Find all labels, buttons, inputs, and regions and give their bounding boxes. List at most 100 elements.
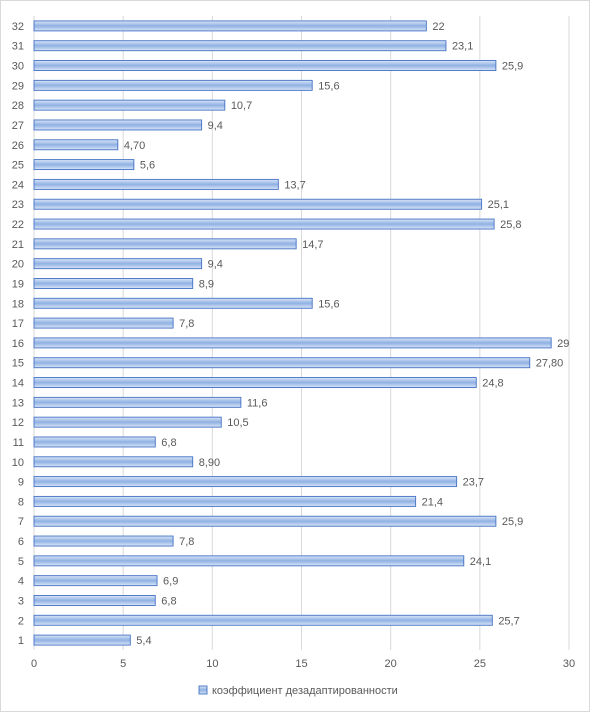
bar-1 <box>33 634 131 646</box>
bar-31 <box>33 40 447 52</box>
y-tick-label-30: 30 <box>12 61 24 73</box>
data-label-5: 24,1 <box>470 556 491 568</box>
data-label-20: 9,4 <box>208 259 223 271</box>
y-tick-label-5: 5 <box>18 556 24 568</box>
y-tick-label-9: 9 <box>18 477 24 489</box>
data-label-17: 7,8 <box>179 318 194 330</box>
data-label-9: 23,7 <box>463 477 484 489</box>
bar-18 <box>33 297 313 309</box>
y-tick-label-19: 19 <box>12 278 24 290</box>
y-tick-label-3: 3 <box>18 595 24 607</box>
bar-14 <box>33 377 477 388</box>
data-label-11: 6,8 <box>161 437 176 449</box>
x-tick-label: 20 <box>385 658 397 670</box>
data-label-30: 25,9 <box>502 61 523 73</box>
bar-7 <box>33 515 497 527</box>
legend: коэффициент дезадаптированности <box>198 685 398 697</box>
y-tick-label-13: 13 <box>12 397 24 409</box>
data-label-8: 21,4 <box>422 496 443 508</box>
data-label-27: 9,4 <box>208 120 223 132</box>
data-label-19: 8,9 <box>199 278 214 290</box>
bar-29 <box>33 79 313 91</box>
bar-23 <box>33 198 483 210</box>
bar-9 <box>33 476 458 488</box>
data-label-2: 25,7 <box>498 615 519 627</box>
y-tick-label-31: 31 <box>12 41 24 53</box>
x-tick-label: 5 <box>120 658 126 670</box>
data-label-26: 4,70 <box>124 140 145 152</box>
bar-25 <box>33 159 135 171</box>
bar-22 <box>33 218 495 230</box>
bars <box>33 20 552 646</box>
data-label-14: 24,8 <box>482 378 503 390</box>
y-tick-label-23: 23 <box>12 199 24 211</box>
x-tick-label: 25 <box>474 658 486 670</box>
y-tick-label-14: 14 <box>12 378 24 390</box>
y-tick-label-15: 15 <box>12 358 24 370</box>
data-label-18: 15,6 <box>318 298 339 310</box>
data-label-16: 29 <box>557 338 569 350</box>
bar-2 <box>33 614 493 626</box>
bar-24 <box>33 178 279 190</box>
y-tick-label-6: 6 <box>18 536 24 548</box>
data-label-32: 22 <box>432 21 444 33</box>
bar-8 <box>33 495 417 507</box>
data-label-12: 10,5 <box>227 417 248 429</box>
y-tick-label-32: 32 <box>12 21 24 33</box>
bar-27 <box>33 119 203 131</box>
y-tick-label-16: 16 <box>12 338 24 350</box>
y-tick-label-26: 26 <box>12 140 24 152</box>
x-tick-label: 10 <box>206 658 218 670</box>
data-labels: 5,4 25,7 6,8 6,9 24,1 7,8 25,9 21,4 23,7 8,90 6,8 1… <box>124 21 570 647</box>
bar-3 <box>33 595 156 606</box>
data-label-15: 27,80 <box>536 358 564 370</box>
bar-13 <box>33 396 242 408</box>
bar-4 <box>33 575 158 587</box>
y-tick-label-21: 21 <box>12 239 24 251</box>
y-tick-label-4: 4 <box>18 576 24 588</box>
y-tick-label-28: 28 <box>12 100 24 112</box>
bar-12 <box>33 416 222 428</box>
data-label-3: 6,8 <box>161 595 176 607</box>
y-tick-label-22: 22 <box>12 219 24 231</box>
y-tick-label-10: 10 <box>12 457 24 469</box>
y-tick-label-29: 29 <box>12 80 24 92</box>
data-label-10: 8,90 <box>199 457 220 469</box>
bar-5 <box>33 555 465 567</box>
bar-32 <box>33 20 427 32</box>
data-label-29: 15,6 <box>318 80 339 92</box>
data-label-28: 10,7 <box>231 100 252 112</box>
y-tick-label-1: 1 <box>18 635 24 647</box>
bar-30 <box>33 60 497 71</box>
y-tick-label-12: 12 <box>12 417 24 429</box>
bar-28 <box>33 99 226 111</box>
x-tick-label: 0 <box>31 658 37 670</box>
y-tick-label-27: 27 <box>12 120 24 132</box>
y-tick-labels: 1234567891011121314151617181920212223242… <box>12 21 24 647</box>
legend-swatch <box>198 685 208 695</box>
bar-16 <box>33 337 552 349</box>
data-label-25: 5,6 <box>140 160 155 172</box>
y-tick-label-25: 25 <box>12 160 24 172</box>
bar-15 <box>33 357 531 369</box>
data-label-22: 25,8 <box>500 219 521 231</box>
x-tick-labels: 0 5 10 15 20 25 30 <box>31 658 575 670</box>
y-tick-label-20: 20 <box>12 259 24 271</box>
x-tick-label: 30 <box>563 658 575 670</box>
data-label-6: 7,8 <box>179 536 194 548</box>
data-label-21: 14,7 <box>302 239 323 251</box>
y-tick-label-18: 18 <box>12 298 24 310</box>
bar-11 <box>33 436 156 448</box>
bar-26 <box>33 139 119 151</box>
y-tick-label-8: 8 <box>18 496 24 508</box>
data-label-1: 5,4 <box>136 635 151 647</box>
bar-17 <box>33 317 174 329</box>
bar-21 <box>33 238 297 250</box>
y-tick-label-2: 2 <box>18 615 24 627</box>
data-label-7: 25,9 <box>502 516 523 528</box>
y-tick-label-7: 7 <box>18 516 24 528</box>
bar-6 <box>33 535 174 547</box>
y-tick-label-11: 11 <box>13 437 24 449</box>
